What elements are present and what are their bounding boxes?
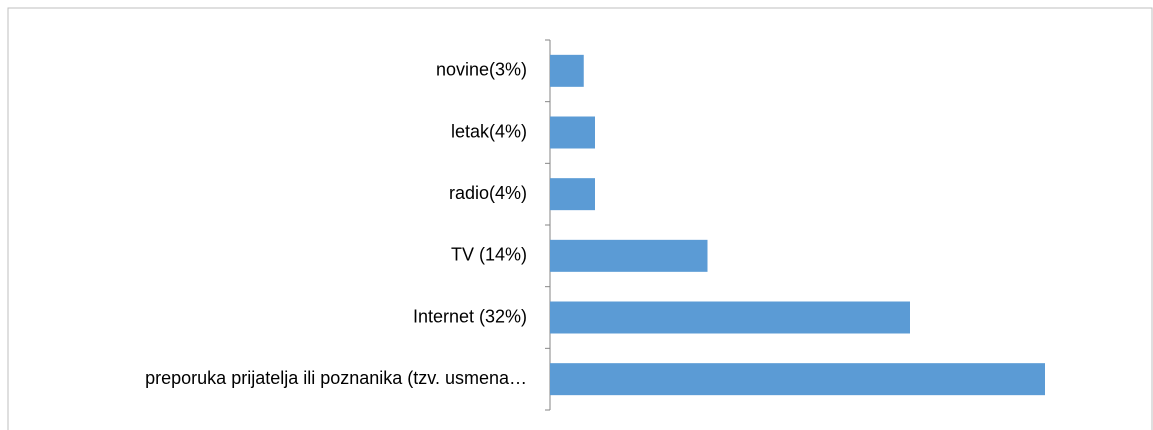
- bar: [550, 301, 910, 334]
- y-tick-label: preporuka prijatelja ili poznanika (tzv.…: [145, 368, 527, 388]
- y-tick-label: letak(4%): [451, 121, 527, 141]
- bar: [550, 116, 595, 149]
- bar: [550, 239, 708, 272]
- bar: [550, 178, 595, 211]
- y-tick-label: novine(3%): [436, 60, 527, 80]
- y-tick-label: TV (14%): [451, 245, 527, 265]
- bar: [550, 363, 1045, 396]
- bar: [550, 54, 584, 87]
- chart-border: [7, 7, 1153, 430]
- y-tick-label: radio(4%): [449, 183, 527, 203]
- y-tick-label: Internet (32%): [413, 306, 527, 326]
